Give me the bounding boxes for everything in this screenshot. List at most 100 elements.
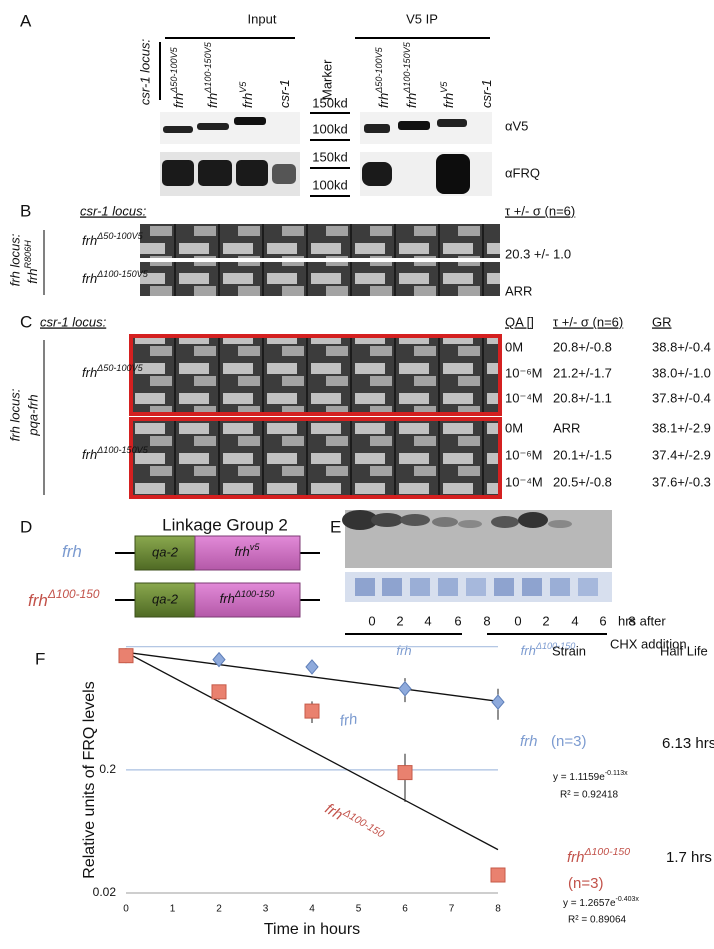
label-text: frh (376, 93, 391, 108)
x-tick-label: 1 (170, 904, 176, 915)
column-header: Strain (552, 643, 586, 658)
panel-c: C csr-1 locus: frh locus: pqa-frh frhΔ50… (7, 312, 711, 499)
table-cell: 20.8+/-1.1 (553, 390, 612, 405)
panel-letter: A (20, 11, 32, 30)
label-text: frh (205, 93, 220, 108)
label-text: y = 1.2657e (563, 898, 616, 909)
antibody-label: αV5 (505, 118, 528, 133)
superscript: Δ50-100V5 (374, 46, 384, 93)
label-text: frh (567, 849, 585, 866)
x-tick-label: 2 (216, 904, 222, 915)
table-cell: 38.1+/-2.9 (652, 420, 711, 435)
superscript: Δ100-150V5 (96, 445, 149, 455)
superscript: v5 (250, 542, 261, 552)
locus-header: csr-1 locus: (80, 203, 147, 218)
label-text: frh (520, 733, 538, 750)
timepoint: 8 (483, 613, 490, 628)
data-point (118, 648, 134, 664)
label-text: frh (82, 271, 97, 286)
data-point (397, 765, 413, 781)
legend-n: (n=3) (568, 875, 603, 892)
timepoint: 2 (542, 613, 549, 628)
data-point (491, 694, 505, 710)
race-tube-image (140, 224, 500, 258)
superscript: Δ100-150V5 (96, 269, 149, 279)
locus-label: frh locus: (7, 388, 22, 441)
lane-label: frhV5 (439, 81, 456, 108)
western-blot-frq (160, 152, 492, 196)
timepoint: 0 (514, 613, 521, 628)
lane-label: frhΔ100-150V5 (402, 41, 419, 108)
table-cell: 38.8+/-0.4 (652, 339, 711, 354)
fit-line (125, 651, 499, 851)
strain-label: frhΔ50-100V5 (82, 363, 144, 380)
table-cell: 20.5+/-0.8 (553, 474, 612, 489)
timepoint-labels: 0 2 4 6 8 0 2 4 6 8 (368, 613, 635, 628)
label-text: frh (235, 544, 250, 559)
x-tick-label: 0 (123, 904, 129, 915)
group-label: V5 IP (406, 11, 438, 26)
lane-label: frhV5 (238, 81, 255, 108)
panel-letter: C (20, 312, 32, 331)
x-tick-label: 8 (495, 904, 501, 915)
timepoint: 0 (368, 613, 375, 628)
locus-header: csr-1 locus: (40, 314, 107, 329)
timepoint: 4 (571, 613, 578, 628)
panel-f-chart: F Strain Half Life Relative units of FRQ le… (35, 643, 714, 938)
construct-label: frh (62, 542, 82, 561)
superscript: R806H (23, 240, 33, 269)
marker-size: 100kd (312, 121, 347, 136)
gene-label: frhv5 (235, 542, 261, 559)
y-tick-label: 0.2 (99, 762, 116, 776)
race-tube-image (140, 262, 500, 296)
column-header: QA [] (505, 314, 534, 329)
marker-size: 150kd (312, 95, 347, 110)
label-text: frh (25, 269, 40, 284)
promoter-label: qa-2 (152, 544, 179, 559)
label-text: frh (404, 93, 419, 108)
lane-label: frhΔ50-100V5 (169, 46, 186, 108)
gene-box (194, 582, 301, 618)
western-blot-image (342, 510, 612, 602)
superscript: Δ50-100V5 (169, 46, 179, 93)
marker-label: Marker (319, 59, 334, 100)
x-tick-label: 3 (263, 904, 269, 915)
x-axis-title: Time in hours (264, 921, 360, 938)
value-header: τ +/- σ (n=6) (505, 203, 575, 218)
label-text: csr-1 (479, 79, 494, 108)
half-life: 6.13 hrs (662, 735, 714, 752)
label-text: frh (396, 643, 411, 658)
timepoint: 4 (424, 613, 431, 628)
linkage-title: Linkage Group 2 (162, 515, 288, 534)
period-value: 20.3 +/- 1.0 (505, 246, 571, 261)
label-text: frh (220, 591, 235, 606)
superscript: Δ100-150 (535, 641, 575, 651)
half-life: 1.7 hrs (666, 849, 712, 866)
superscript: Δ100-150V5 (203, 41, 213, 94)
period-value: ARR (505, 283, 532, 298)
group-label: frh (396, 643, 411, 658)
lane-label: frhΔ100-150V5 (203, 41, 220, 108)
panel-d: D Linkage Group 2 frh qa-2 frhv5 frhΔ100… (20, 515, 320, 618)
superscript: Δ100-150 (584, 846, 631, 858)
superscript: -0.403x (616, 896, 640, 903)
axis-label: hrs after (618, 613, 666, 628)
superscript: V5 (238, 81, 248, 93)
lane-label: csr-1 (479, 79, 494, 108)
data-point (305, 659, 319, 675)
superscript: Δ100-150 (47, 587, 100, 601)
column-header: Half Life (660, 643, 708, 658)
legend-name: frhΔ100-150 (567, 846, 630, 866)
superscript: V5 (439, 81, 449, 93)
strain-label: frhΔ100-150V5 (82, 269, 149, 286)
label-text: frh (82, 447, 97, 462)
x-tick-label: 5 (356, 904, 362, 915)
locus-allele: frhR806H (23, 240, 40, 284)
group-label: frhΔ100-150 (521, 641, 576, 658)
legend-n: (n=3) (551, 733, 586, 750)
label-text: frh (240, 93, 255, 108)
x-tick-label: 6 (402, 904, 408, 915)
x-tick-label: 7 (449, 904, 455, 915)
